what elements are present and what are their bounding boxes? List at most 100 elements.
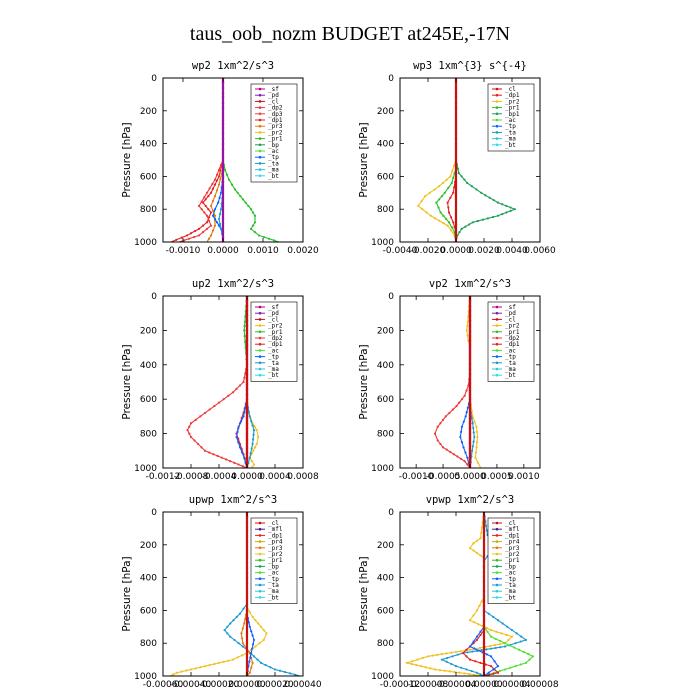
data-point bbox=[245, 393, 249, 396]
x-tick-label: 0.0020 bbox=[468, 246, 500, 256]
legend-marker bbox=[495, 87, 499, 91]
data-point bbox=[475, 671, 479, 674]
legend-marker bbox=[495, 571, 499, 574]
data-point bbox=[453, 186, 456, 189]
data-point bbox=[453, 670, 456, 674]
data-point bbox=[450, 216, 453, 219]
data-point bbox=[499, 646, 502, 649]
y-axis-label: Pressure [hPa] bbox=[121, 344, 133, 419]
legend-marker bbox=[258, 93, 262, 97]
data-point bbox=[255, 442, 258, 446]
data-point bbox=[278, 669, 282, 672]
legend-marker bbox=[495, 521, 499, 525]
data-point bbox=[463, 460, 466, 463]
data-point bbox=[466, 651, 469, 654]
data-point bbox=[227, 394, 230, 397]
data-point bbox=[446, 224, 449, 227]
data-point bbox=[454, 128, 458, 131]
legend-marker bbox=[495, 118, 499, 122]
legend-entry: _bp1 bbox=[505, 111, 520, 118]
data-point bbox=[221, 236, 225, 239]
x-tick-label: -0.00040 bbox=[171, 680, 212, 690]
data-point bbox=[243, 335, 246, 338]
y-tick-label: 400 bbox=[140, 361, 157, 371]
data-point bbox=[454, 109, 458, 112]
data-point bbox=[196, 442, 200, 446]
data-point bbox=[252, 463, 256, 466]
data-point bbox=[232, 619, 235, 622]
data-point bbox=[503, 668, 507, 671]
data-point bbox=[454, 105, 458, 108]
legend-marker bbox=[495, 143, 499, 147]
y-tick-label: 200 bbox=[140, 541, 157, 551]
legend-box bbox=[250, 301, 298, 382]
data-point bbox=[245, 442, 249, 445]
data-point bbox=[505, 211, 508, 214]
data-point bbox=[188, 425, 191, 428]
data-point bbox=[468, 309, 472, 312]
data-point bbox=[475, 188, 478, 191]
data-point bbox=[510, 628, 514, 632]
data-point bbox=[471, 221, 474, 224]
data-point bbox=[468, 368, 472, 371]
data-point bbox=[498, 643, 502, 646]
x-tick-label: 0.0000 bbox=[231, 472, 263, 482]
legend-marker bbox=[258, 324, 262, 327]
x-tick-label: 0.00004 bbox=[493, 680, 530, 690]
data-point bbox=[466, 463, 469, 466]
data-point bbox=[230, 183, 234, 186]
data-point bbox=[231, 391, 235, 394]
x-tick-label: 0.0005 bbox=[481, 472, 513, 482]
data-point bbox=[489, 635, 493, 638]
data-point bbox=[450, 651, 453, 654]
legend-marker bbox=[258, 589, 262, 593]
data-point bbox=[454, 137, 458, 141]
legend-entry: _bp bbox=[268, 563, 279, 570]
data-point bbox=[448, 411, 451, 415]
data-point bbox=[456, 653, 459, 656]
legend-entry: _dp1 bbox=[268, 532, 283, 539]
data-point bbox=[479, 554, 482, 557]
data-point bbox=[482, 651, 486, 654]
data-point bbox=[472, 440, 475, 443]
data-point bbox=[419, 665, 423, 668]
data-point bbox=[221, 170, 225, 173]
data-point bbox=[207, 219, 211, 222]
data-point bbox=[456, 167, 459, 170]
x-tick-label: -0.0004 bbox=[202, 472, 237, 482]
data-point bbox=[479, 630, 482, 633]
data-point bbox=[227, 178, 231, 181]
data-point bbox=[496, 671, 500, 674]
legend-marker bbox=[258, 596, 262, 599]
data-point bbox=[249, 451, 252, 455]
data-point bbox=[221, 86, 225, 89]
data-point bbox=[489, 628, 493, 632]
data-point bbox=[451, 655, 454, 658]
data-point bbox=[248, 671, 251, 674]
data-point bbox=[482, 609, 486, 612]
data-point bbox=[241, 198, 245, 201]
legend-box bbox=[250, 83, 298, 183]
legend-marker bbox=[495, 318, 499, 321]
data-point bbox=[273, 668, 277, 671]
series-group bbox=[404, 512, 535, 676]
series-line-pr2 bbox=[466, 296, 482, 468]
data-point bbox=[229, 460, 232, 463]
data-point bbox=[209, 191, 213, 194]
data-point bbox=[465, 668, 468, 671]
y-tick-label: 0 bbox=[151, 74, 157, 84]
legend-marker bbox=[495, 577, 499, 581]
data-point bbox=[454, 119, 458, 122]
data-point bbox=[257, 435, 260, 439]
legend-marker bbox=[495, 131, 499, 134]
data-point bbox=[252, 429, 256, 432]
series-group bbox=[417, 78, 517, 242]
panel-3: up2 1xm^2/s^3 -0.0012-0.0008-0.00040.0000… bbox=[121, 278, 319, 482]
data-point bbox=[501, 213, 504, 216]
data-point bbox=[272, 239, 276, 242]
data-point bbox=[493, 660, 496, 663]
data-point bbox=[492, 615, 495, 619]
data-point bbox=[219, 178, 222, 181]
legend-entry: _tp bbox=[505, 354, 516, 361]
data-point bbox=[248, 456, 251, 459]
